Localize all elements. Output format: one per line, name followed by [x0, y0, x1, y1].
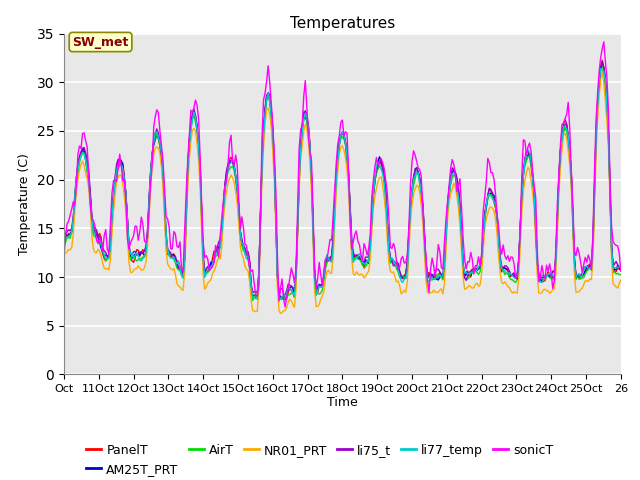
X-axis label: Time: Time [327, 396, 358, 408]
Legend: PanelT, AM25T_PRT, AirT, NR01_PRT, li75_t, li77_temp, sonicT: PanelT, AM25T_PRT, AirT, NR01_PRT, li75_… [81, 439, 558, 480]
Text: SW_met: SW_met [72, 36, 129, 48]
Title: Temperatures: Temperatures [290, 16, 395, 31]
Y-axis label: Temperature (C): Temperature (C) [18, 153, 31, 255]
